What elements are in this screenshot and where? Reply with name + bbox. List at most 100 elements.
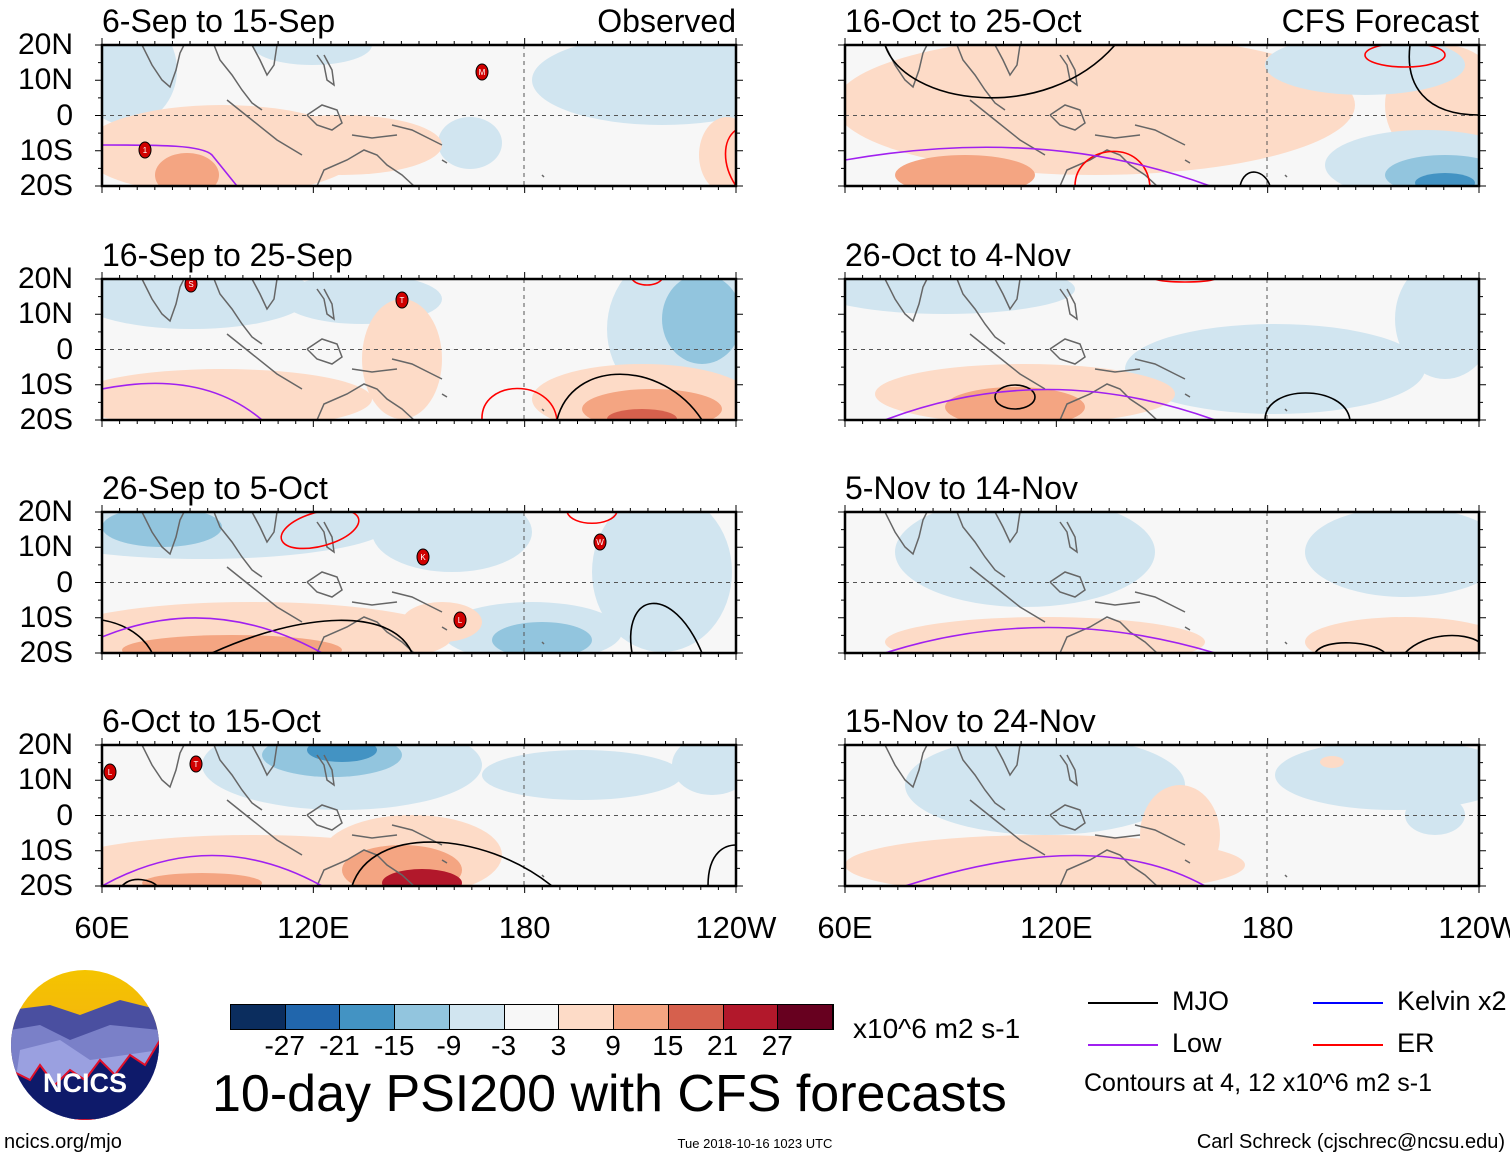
ncics-logo: NCICS [10,970,160,1120]
svg-text:T: T [400,296,405,305]
colorbar-label: 27 [761,1030,793,1061]
anomaly-shading [102,369,372,420]
y-tick-label: 20S [19,636,73,669]
tropical-cyclone-icon: M [475,63,489,81]
colorbar-label: -9 [436,1030,462,1061]
tropical-cyclone-icon: K [416,548,430,566]
contour-line [481,387,558,420]
x-tick-label: 120E [1020,910,1093,945]
contour-line [1404,634,1479,653]
anomaly-shading [402,602,482,642]
map-panel [838,505,1486,660]
contour-line [1264,392,1351,420]
contour-line [1074,150,1151,186]
colorbar-label: -21 [319,1030,360,1061]
colorbar-swatch [449,1005,505,1029]
contour-line [102,144,238,186]
panel-title: 5-Nov to 14-Nov [845,470,1078,506]
colorbar-label: 9 [605,1030,621,1061]
svg-text:S: S [188,280,193,289]
colorbar-units: x10^6 m2 s-1 [853,1013,1021,1044]
anomaly-shading [895,155,1035,186]
svg-text:W: W [596,538,604,547]
contour-line [211,619,413,653]
colorbar-swatch [395,1005,450,1029]
svg-text:M: M [479,68,486,77]
colorbar-swatch [504,1005,560,1029]
colorbar-swatch [723,1005,779,1029]
contour-line [631,279,663,286]
coastline [141,279,545,420]
y-tick-label: 10N [17,63,73,97]
panel-title: 26-Oct to 4-Nov [845,237,1071,273]
legend-line-swatch [1088,1044,1158,1046]
coastline [141,512,545,653]
anomaly-shading [1140,785,1220,885]
contour-line [884,388,1216,420]
anomaly-shading [607,409,677,420]
contour-line [629,602,703,653]
colorbar-swatch [285,1005,341,1029]
coastline [884,45,1288,186]
y-tick-label: 10S [19,600,73,634]
contour-line [1364,45,1446,68]
colorbar-swatch [231,1005,286,1029]
anomaly-shading [372,512,532,572]
anomaly-shading [142,873,262,886]
tropical-cyclone-icon: 1 [138,141,152,159]
colorbar [230,1004,834,1030]
contour-line [1408,45,1479,116]
footer-url[interactable]: ncics.org/mjo [4,1131,122,1153]
y-tick-label: 0 [56,98,73,132]
tropical-cyclone-icon: T [395,291,409,309]
contour-line [556,373,703,420]
coastline [884,745,1288,886]
colorbar-label: 15 [652,1030,684,1061]
legend-line-swatch [1313,1002,1383,1004]
contours-note: Contours at 4, 12 x10^6 m2 s-1 [1084,1069,1433,1097]
panel-source-tag: CFS Forecast [1281,3,1479,39]
anomaly-shading [845,45,1355,175]
anomaly-shading [102,512,222,547]
contour-line [1239,171,1271,186]
x-tick-label: 120W [695,910,777,945]
svg-text:L: L [108,768,113,777]
colorbar-swatch [778,1005,834,1029]
map-panel [838,738,1486,893]
anomaly-shading [592,512,732,652]
anomaly-shading [699,117,736,186]
colorbar-label: -15 [373,1030,415,1061]
x-tick-label: 60E [74,910,130,945]
anomaly-shading [662,279,736,364]
y-tick-label: 20S [19,169,73,202]
contour-line [102,382,263,420]
y-tick-label: 20N [17,728,73,761]
contour-line [994,384,1036,410]
anomaly-shading [155,153,219,186]
y-tick-label: 0 [56,565,73,599]
legend-label: Kelvin x2 [1397,986,1507,1016]
anomaly-shading [242,115,442,175]
anomaly-shading [1320,756,1344,768]
colorbar-label: -3 [491,1030,517,1061]
anomaly-shading [1275,745,1479,810]
panel-title: 15-Nov to 24-Nov [845,703,1096,739]
colorbar-swatch [668,1005,724,1029]
colorbar-swatch [340,1005,396,1029]
contour-line [904,854,1206,886]
colorbar-label: 21 [706,1030,739,1061]
anomaly-shading [362,299,442,419]
tropical-cyclone-icon: W [593,533,607,551]
contour-line [566,512,618,524]
y-tick-label: 20N [17,28,73,61]
x-tick-label: 60E [817,910,873,945]
contour-line [724,129,736,186]
colorbar-swatch [559,1005,615,1029]
panel-title: 6-Sep to 15-Sep [102,3,336,39]
coastline [884,512,1288,653]
panel-title: 16-Oct to 25-Oct [845,3,1082,39]
contour-line [884,626,1216,653]
panel-title: 6-Oct to 15-Oct [102,703,321,739]
